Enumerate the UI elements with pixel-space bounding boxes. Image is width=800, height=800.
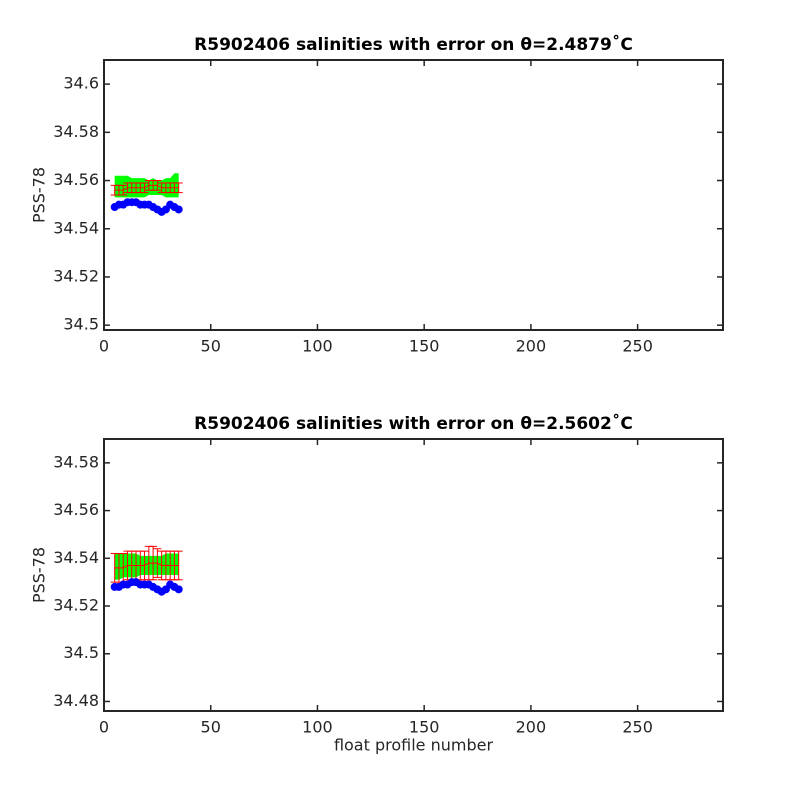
plot-area: [110, 545, 183, 596]
error-band: [114, 553, 179, 580]
y-tick-label: 34.56: [53, 170, 99, 189]
y-tick-label: 34.6: [63, 74, 99, 93]
y-tick-label: 34.56: [53, 500, 99, 519]
y-tick-label: 34.52: [53, 596, 99, 615]
y-axis-label: PSS-78: [30, 547, 49, 603]
x-axis-label: float profile number: [334, 736, 494, 755]
y-tick-label: 34.58: [53, 122, 99, 141]
x-tick-label: 200: [516, 337, 547, 356]
mapped-line: [114, 562, 179, 569]
subplot: R5902406 salinities with error on θ=2.56…: [30, 412, 724, 755]
y-tick-label: 34.48: [53, 691, 99, 710]
mapped-line: [114, 184, 179, 191]
x-tick-label: 50: [201, 337, 221, 356]
chart-title: R5902406 salinities with error on θ=2.56…: [194, 412, 633, 434]
x-tick-label: 50: [201, 718, 221, 737]
x-tick-label: 150: [409, 718, 440, 737]
x-tick-label: 250: [622, 337, 653, 356]
chart-title: R5902406 salinities with error on θ=2.48…: [194, 33, 633, 55]
x-tick-label: 0: [99, 337, 109, 356]
subplot: R5902406 salinities with error on θ=2.48…: [30, 33, 724, 356]
x-tick-label: 200: [516, 718, 547, 737]
x-tick-label: 100: [302, 337, 333, 356]
x-tick-label: 150: [409, 337, 440, 356]
axes-box: [103, 438, 724, 712]
error-band: [114, 173, 179, 198]
y-tick-label: 34.5: [63, 643, 99, 662]
y-axis-label: PSS-78: [30, 167, 49, 223]
plot-area: [110, 173, 183, 216]
data-point: [174, 205, 183, 214]
data-point: [174, 585, 183, 594]
y-tick-label: 34.5: [63, 315, 99, 334]
y-tick-label: 34.52: [53, 266, 99, 285]
y-tick-label: 34.54: [53, 548, 99, 567]
axes-box: [103, 59, 724, 331]
x-tick-label: 0: [99, 718, 109, 737]
x-tick-label: 100: [302, 718, 333, 737]
y-tick-label: 34.58: [53, 452, 99, 471]
y-tick-label: 34.54: [53, 218, 99, 237]
x-tick-label: 250: [622, 718, 653, 737]
